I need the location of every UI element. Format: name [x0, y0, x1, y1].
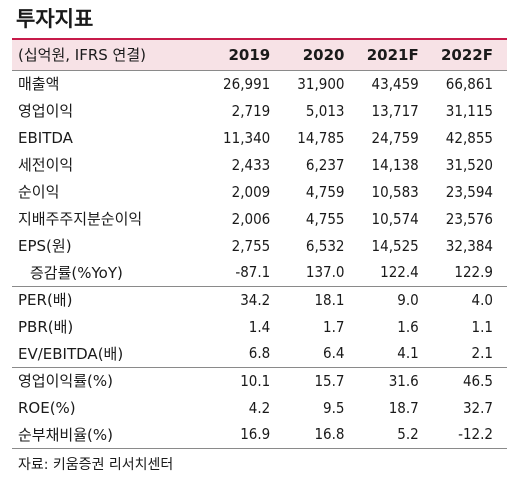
cell-value: 2,006: [231, 209, 271, 228]
row-label: 순부채비율(%): [12, 421, 210, 449]
cell-value: 15.7: [284, 366, 359, 394]
cell-value: 122.4: [380, 263, 419, 282]
cell-value: 46.5: [432, 366, 507, 394]
cell-value: 5.2: [358, 421, 433, 449]
year-header: 2022F: [441, 45, 493, 64]
cell-value: 6.4: [323, 344, 345, 363]
cell-value: 31,115: [445, 101, 493, 120]
cell-value: 2,433: [231, 155, 271, 174]
table-row: 매출액 26,991 31,900 43,459 66,861: [12, 70, 507, 97]
year-header: 2020: [302, 45, 345, 64]
row-label: EPS(원): [18, 237, 72, 255]
cell-value: 137.0: [305, 263, 345, 282]
year-header: 2019: [228, 45, 271, 64]
row-label: 지배주주지분순이익: [18, 210, 143, 228]
cell-value: 31.6: [358, 366, 433, 394]
cell-value: -87.1: [235, 263, 271, 282]
cell-value: 1.1: [471, 317, 493, 336]
cell-value: 2,009: [231, 182, 271, 201]
cell-value: 14,785: [297, 128, 345, 147]
cell-value: 6,237: [305, 155, 345, 174]
cell-value: 10,574: [371, 209, 419, 228]
indicator-table: (십억원, IFRS 연결) 2019 2020 2021F 2022F 매출액…: [12, 40, 507, 449]
table-row: ROE(%) 4.2 9.5 18.7 32.7: [12, 394, 507, 421]
cell-value: 10,583: [371, 182, 419, 201]
table-row: EV/EBITDA(배) 6.8 6.4 4.1 2.1: [12, 340, 507, 367]
cell-value: 14,138: [371, 155, 419, 174]
cell-value: 32.7: [462, 398, 493, 417]
indicator-table-box: (십억원, IFRS 연결) 2019 2020 2021F 2022F 매출액…: [12, 38, 507, 449]
cell-value: 26,991: [223, 74, 271, 93]
table-row: 세전이익 2,433 6,237 14,138 31,520: [12, 151, 507, 178]
year-header: 2021F: [366, 45, 419, 64]
table-row: 지배주주지분순이익 2,006 4,755 10,574 23,576: [12, 205, 507, 232]
cell-value: 66,861: [445, 74, 493, 93]
row-label: EV/EBITDA(배): [18, 344, 124, 363]
table-row: 순이익 2,009 4,759 10,583 23,594: [12, 178, 507, 205]
cell-value: 14,525: [371, 236, 419, 255]
cell-value: 4,755: [305, 209, 345, 228]
row-label: 영업이익: [18, 102, 74, 120]
cell-value: 6.8: [248, 344, 271, 363]
cell-value: 9.5: [323, 398, 345, 417]
cell-value: 1.6: [397, 317, 419, 336]
cell-value: 1.7: [323, 317, 345, 336]
row-label: 영업이익률(%): [12, 366, 210, 394]
page-title: 투자지표: [16, 7, 94, 31]
row-label: 순이익: [18, 183, 60, 201]
cell-value: 34.2: [210, 285, 285, 313]
cell-value: 5,013: [305, 101, 345, 120]
cell-value: 23,594: [445, 182, 493, 201]
table-row: 영업이익률(%) 10.1 15.7 31.6 46.5: [12, 366, 507, 394]
cell-value: 4.2: [248, 398, 271, 417]
cell-value: 16.8: [284, 421, 359, 449]
table-row: 순부채비율(%) 16.9 16.8 5.2 -12.2: [12, 421, 507, 449]
cell-value: 2,719: [231, 101, 271, 120]
cell-value: 31,900: [297, 74, 345, 93]
row-label: PBR(배): [18, 318, 74, 336]
row-label: ROE(%): [18, 398, 76, 417]
table-row: PBR(배) 1.4 1.7 1.6 1.1: [12, 313, 507, 340]
table-row: EBITDA 11,340 14,785 24,759 42,855: [12, 124, 507, 151]
table-row: 영업이익 2,719 5,013 13,717 31,115: [12, 97, 507, 124]
cell-value: 4.1: [397, 344, 419, 363]
cell-value: 2,755: [231, 236, 271, 255]
row-label: PER(배): [12, 285, 210, 313]
cell-value: 16.9: [210, 421, 285, 449]
cell-value: 6,532: [305, 236, 345, 255]
row-label: EBITDA: [18, 128, 73, 147]
row-label: 매출액: [18, 75, 60, 94]
cell-value: 122.9: [454, 263, 493, 282]
table-row: EPS(원) 2,755 6,532 14,525 32,384: [12, 232, 507, 259]
unit-label: (십억원, IFRS 연결): [18, 46, 147, 65]
cell-value: -12.2: [432, 421, 507, 449]
cell-value: 1.4: [248, 317, 271, 336]
cell-value: 18.7: [388, 398, 419, 417]
cell-value: 10.1: [210, 366, 285, 394]
cell-value: 11,340: [223, 128, 271, 147]
source-note: 자료: 키움증권 리서치센터: [18, 456, 174, 473]
cell-value: 2.1: [471, 344, 493, 363]
cell-value: 32,384: [445, 236, 493, 255]
cell-value: 13,717: [371, 101, 419, 120]
cell-value: 31,520: [445, 155, 493, 174]
cell-value: 24,759: [371, 128, 419, 147]
cell-value: 9.0: [358, 285, 433, 313]
row-label: 세전이익: [18, 156, 74, 174]
table-row: PER(배) 34.2 18.1 9.0 4.0: [12, 285, 507, 313]
cell-value: 23,576: [445, 209, 493, 228]
cell-value: 4.0: [432, 285, 507, 313]
cell-value: 4,759: [305, 182, 345, 201]
table-header-row: (십억원, IFRS 연결) 2019 2020 2021F 2022F: [12, 40, 507, 70]
cell-value: 18.1: [284, 285, 359, 313]
cell-value: 42,855: [445, 128, 493, 147]
cell-value: 43,459: [371, 74, 419, 93]
table-row: 증감률(%YoY) -87.1 137.0 122.4 122.9: [12, 259, 507, 286]
row-label: 증감률(%YoY): [30, 263, 123, 282]
